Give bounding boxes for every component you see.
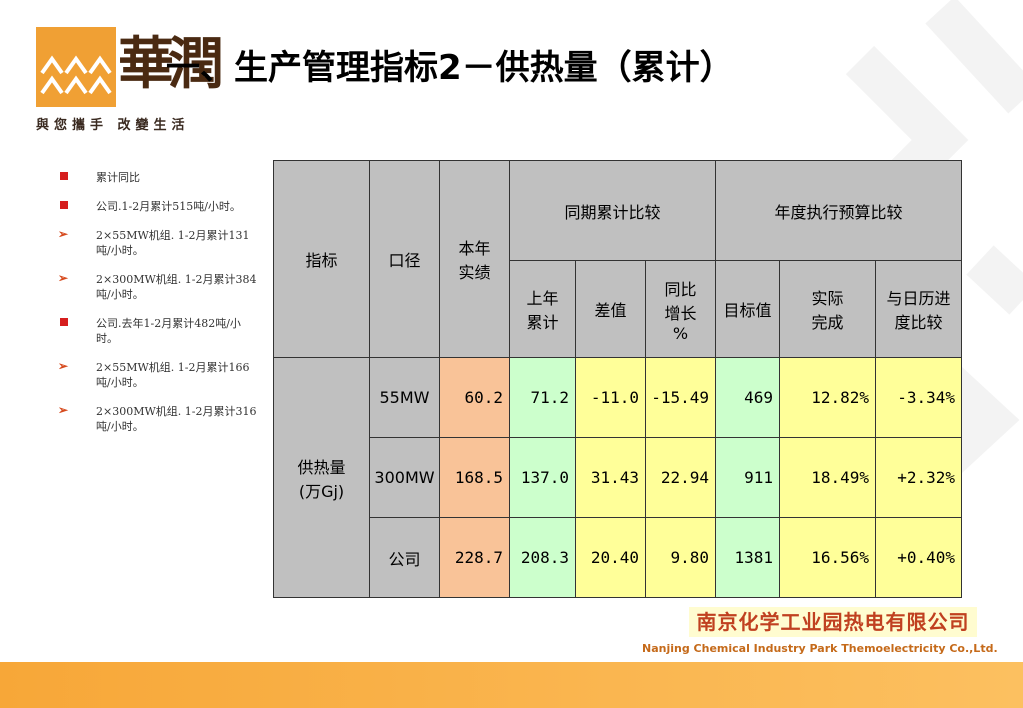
logo-emblem: [36, 27, 116, 107]
prev-cumulative-cell: 137.0: [509, 437, 576, 518]
footer-band: [0, 662, 1023, 708]
caliber-cell: 公司: [369, 517, 440, 598]
arrow-bullet-icon: ➢: [58, 271, 69, 285]
bullet-text: 公司.去年1-2月累计482吨/小时。: [96, 317, 241, 345]
bullet-text: 2×300MW机组. 1-2月累计384吨/小时。: [96, 273, 257, 301]
completion-cell: 12.82%: [779, 357, 876, 438]
target-cell: 911: [715, 437, 780, 518]
indicator-name: 供热量 (万Gj): [273, 357, 370, 598]
yoy-growth-cell: -15.49: [645, 357, 716, 438]
header-indicator: 指标: [273, 160, 370, 358]
heat-supply-table: 指标 口径 本年 实绩 同期累计比较 年度执行预算比较 上年 累计 差值 同比 …: [273, 160, 962, 598]
progress-cell: -3.34%: [875, 357, 962, 438]
header-prev-cumulative: 上年 累计: [509, 260, 576, 358]
caliber-cell: 55MW: [369, 357, 440, 438]
actual-cell: 60.2: [439, 357, 510, 438]
slogan: 與您攜手 改變生活: [36, 118, 190, 133]
square-bullet-icon: [60, 318, 68, 326]
yoy-growth-cell: 9.80: [645, 517, 716, 598]
prev-cumulative-cell: 208.3: [509, 517, 576, 598]
square-bullet-icon: [60, 172, 68, 180]
table-row: 300MW 168.5 137.0 31.43 22.94 911 18.49%…: [274, 437, 962, 518]
bullet-text: 累计同比: [96, 171, 140, 184]
page-title: 一、生产管理指标2－供热量（累计）: [166, 48, 734, 88]
actual-cell: 228.7: [439, 517, 510, 598]
company-logo: 華潤: [36, 27, 226, 107]
progress-cell: +2.32%: [875, 437, 962, 518]
target-cell: 1381: [715, 517, 780, 598]
caliber-cell: 300MW: [369, 437, 440, 518]
table-row: 供热量 (万Gj) 55MW 60.2 71.2 -11.0 -15.49 46…: [273, 357, 962, 598]
bullet-text: 2×55MW机组. 1-2月累计166吨/小时。: [96, 361, 250, 389]
completion-cell: 16.56%: [779, 517, 876, 598]
header-actual: 本年 实绩: [439, 160, 510, 358]
bullet-item: 公司.1-2月累计515吨/小时。: [58, 199, 258, 214]
bullet-item: ➢ 2×55MW机组. 1-2月累计166吨/小时。: [58, 359, 258, 390]
arrow-bullet-icon: ➢: [58, 403, 69, 417]
company-name-english: Nanjing Chemical Industry Park Themoelec…: [642, 642, 998, 655]
bullet-item: ➢ 2×300MW机组. 1-2月累计384吨/小时。: [58, 271, 258, 302]
prev-cumulative-cell: 71.2: [509, 357, 576, 438]
header-period-comparison: 同期累计比较: [509, 160, 716, 261]
bullet-text: 2×300MW机组. 1-2月累计316吨/小时。: [96, 405, 257, 433]
square-bullet-icon: [60, 201, 68, 209]
actual-cell: 168.5: [439, 437, 510, 518]
arrow-bullet-icon: ➢: [58, 359, 69, 373]
bullet-item: 公司.去年1-2月累计482吨/小时。: [58, 316, 258, 346]
bullet-text: 2×55MW机组. 1-2月累计131吨/小时。: [96, 229, 250, 257]
header-difference: 差值: [575, 260, 646, 358]
logo-wordmark: 華潤: [118, 31, 224, 97]
header-yoy-growth: 同比 增长 %: [645, 260, 716, 358]
progress-cell: +0.40%: [875, 517, 962, 598]
bullet-text: 公司.1-2月累计515吨/小时。: [96, 200, 241, 213]
company-name-chinese: 南京化学工业园热电有限公司: [689, 607, 977, 637]
bullet-list: 累计同比 公司.1-2月累计515吨/小时。 ➢ 2×55MW机组. 1-2月累计…: [58, 170, 258, 448]
target-cell: 469: [715, 357, 780, 438]
table-row: 公司 228.7 208.3 20.40 9.80 1381 16.56% +0…: [274, 517, 962, 598]
completion-cell: 18.49%: [779, 437, 876, 518]
difference-cell: 31.43: [575, 437, 646, 518]
header-progress-vs-calendar: 与日历进 度比较: [875, 260, 962, 358]
bullet-item: ➢ 2×300MW机组. 1-2月累计316吨/小时。: [58, 403, 258, 434]
bullet-item: ➢ 2×55MW机组. 1-2月累计131吨/小时。: [58, 227, 258, 258]
header-budget-comparison: 年度执行预算比较: [715, 160, 962, 261]
header-target: 目标值: [715, 260, 780, 358]
yoy-growth-cell: 22.94: [645, 437, 716, 518]
header-caliber: 口径: [369, 160, 440, 358]
difference-cell: -11.0: [575, 357, 646, 438]
header-completion: 实际 完成: [779, 260, 876, 358]
arrow-bullet-icon: ➢: [58, 227, 69, 241]
difference-cell: 20.40: [575, 517, 646, 598]
bullet-item: 累计同比: [58, 170, 258, 185]
